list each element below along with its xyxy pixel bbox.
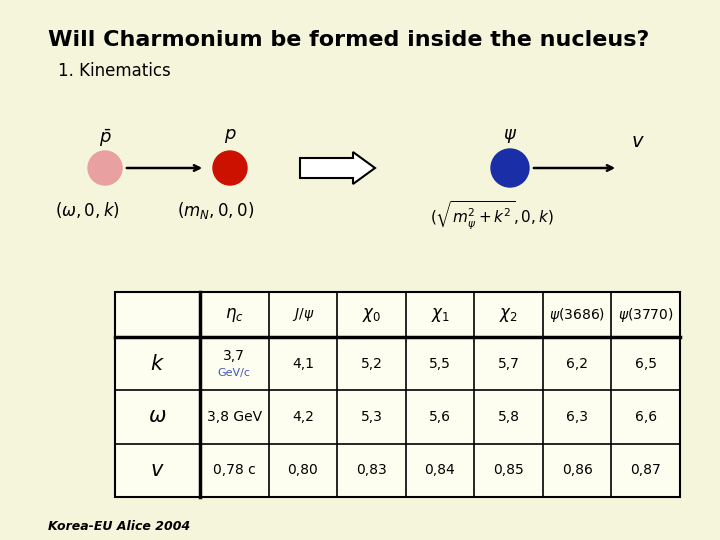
Text: 5,8: 5,8 xyxy=(498,410,520,424)
Text: $(\sqrt{m_\psi^2+k^2},0,k)$: $(\sqrt{m_\psi^2+k^2},0,k)$ xyxy=(430,200,554,232)
Text: 0,78 c: 0,78 c xyxy=(213,463,256,477)
Text: 0,87: 0,87 xyxy=(630,463,661,477)
Text: 0,80: 0,80 xyxy=(287,463,318,477)
Text: $(m_N,0,0)$: $(m_N,0,0)$ xyxy=(177,200,254,221)
Circle shape xyxy=(213,151,247,185)
Text: 0,85: 0,85 xyxy=(493,463,524,477)
Text: 5,5: 5,5 xyxy=(429,356,451,370)
Text: $(\omega,0,k)$: $(\omega,0,k)$ xyxy=(55,200,120,220)
Text: 4,2: 4,2 xyxy=(292,410,314,424)
Circle shape xyxy=(491,149,529,187)
Text: 6,5: 6,5 xyxy=(635,356,657,370)
Text: $\eta_c$: $\eta_c$ xyxy=(225,306,243,323)
Text: 3,7: 3,7 xyxy=(223,349,246,363)
Text: 5,3: 5,3 xyxy=(361,410,382,424)
Text: 5,7: 5,7 xyxy=(498,356,520,370)
Text: $\psi(3770)$: $\psi(3770)$ xyxy=(618,306,674,323)
Text: $\omega$: $\omega$ xyxy=(148,408,167,427)
Text: $\psi(3686)$: $\psi(3686)$ xyxy=(549,306,606,323)
Text: Korea-EU Alice 2004: Korea-EU Alice 2004 xyxy=(48,520,190,533)
Text: $\chi_0$: $\chi_0$ xyxy=(362,306,381,323)
Text: 4,1: 4,1 xyxy=(292,356,314,370)
FancyArrow shape xyxy=(300,152,375,184)
Text: $J/\psi$: $J/\psi$ xyxy=(292,306,314,323)
Text: 5,6: 5,6 xyxy=(429,410,451,424)
Circle shape xyxy=(88,151,122,185)
Text: 6,3: 6,3 xyxy=(566,410,588,424)
Text: $v$: $v$ xyxy=(150,461,165,480)
Text: $p$: $p$ xyxy=(224,127,236,145)
Text: $\chi_1$: $\chi_1$ xyxy=(431,306,449,323)
Bar xyxy=(115,292,680,497)
Text: 5,2: 5,2 xyxy=(361,356,382,370)
Text: $\chi_2$: $\chi_2$ xyxy=(499,306,518,323)
Text: 0,83: 0,83 xyxy=(356,463,387,477)
Text: 6,6: 6,6 xyxy=(634,410,657,424)
Text: 3,8 GeV: 3,8 GeV xyxy=(207,410,262,424)
Text: 0,86: 0,86 xyxy=(562,463,593,477)
Text: $\bar{p}$: $\bar{p}$ xyxy=(99,127,112,148)
Text: $\psi$: $\psi$ xyxy=(503,127,517,145)
Text: $v$: $v$ xyxy=(631,133,645,151)
Text: 0,84: 0,84 xyxy=(425,463,455,477)
Text: 6,2: 6,2 xyxy=(566,356,588,370)
Text: 1. Kinematics: 1. Kinematics xyxy=(58,62,171,80)
Text: $k$: $k$ xyxy=(150,354,165,374)
Text: Will Charmonium be formed inside the nucleus?: Will Charmonium be formed inside the nuc… xyxy=(48,30,649,50)
Text: GeV/c: GeV/c xyxy=(217,368,251,377)
